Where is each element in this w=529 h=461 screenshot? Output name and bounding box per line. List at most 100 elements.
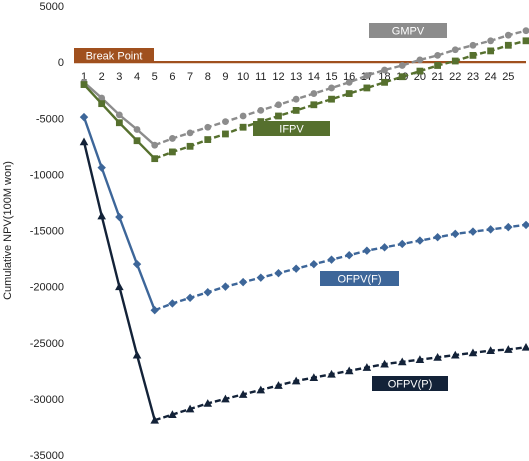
data-point [433, 353, 442, 361]
data-point [397, 357, 407, 366]
data-point [221, 282, 230, 291]
x-tick-label: 12 [272, 71, 284, 83]
series-line-dashed [154, 39, 527, 160]
data-point [451, 46, 459, 54]
x-tick-label: 10 [237, 71, 249, 83]
data-point [486, 225, 495, 234]
data-point [468, 348, 478, 357]
series-line-dashed [154, 346, 527, 422]
data-point [451, 229, 460, 239]
x-tick-label: 5 [152, 71, 158, 83]
data-point [79, 137, 89, 146]
data-point [381, 78, 388, 86]
data-point [151, 155, 159, 163]
data-point [416, 67, 424, 75]
label-text: GMPV [392, 26, 425, 38]
data-point [381, 66, 388, 74]
data-point [132, 259, 142, 269]
data-point [80, 81, 88, 88]
data-point [274, 381, 283, 389]
data-point [168, 410, 177, 419]
data-point [115, 282, 124, 291]
data-point [239, 123, 247, 131]
data-point [238, 277, 248, 287]
data-point [416, 56, 424, 64]
label-box [372, 376, 448, 391]
data-point [79, 112, 89, 122]
y-tick-label: 0 [58, 57, 64, 69]
data-point [257, 106, 265, 114]
y-tick-label: -10000 [30, 169, 64, 181]
data-point [185, 404, 195, 413]
data-point [133, 126, 141, 133]
data-point [469, 51, 477, 59]
x-tick-label: 4 [134, 71, 140, 83]
x-tick-label: 22 [449, 71, 461, 83]
data-point [98, 94, 106, 102]
data-point [169, 135, 176, 142]
data-point [504, 41, 512, 49]
data-point [222, 118, 229, 126]
data-point [115, 212, 124, 222]
data-point [398, 73, 406, 81]
data-point [415, 236, 425, 245]
x-tick-label: 21 [431, 71, 443, 83]
data-point [309, 373, 319, 381]
data-point [168, 299, 177, 308]
data-point [328, 95, 335, 103]
data-point [151, 141, 159, 149]
y-tick-label: -5000 [36, 113, 64, 125]
data-point [310, 90, 318, 97]
data-point [380, 359, 389, 368]
data-point [292, 106, 300, 114]
y-tick-label: -30000 [30, 394, 64, 406]
data-point [310, 101, 318, 109]
data-point [362, 246, 372, 255]
data-point [398, 62, 406, 69]
data-point [274, 268, 283, 278]
data-point [487, 37, 495, 45]
x-tick-label: 15 [325, 71, 337, 83]
data-point [239, 112, 247, 120]
y-tick-label: -20000 [30, 282, 64, 294]
data-point [185, 293, 195, 303]
data-point [345, 90, 353, 97]
data-point [221, 394, 230, 403]
label-text: IFPV [279, 124, 304, 136]
y-tick-label: -35000 [30, 450, 64, 461]
data-point [344, 366, 354, 375]
series-layer [79, 27, 529, 424]
data-point [292, 95, 300, 103]
x-tick-label: 13 [290, 71, 302, 83]
label-text: OFPV(P) [388, 379, 433, 391]
data-point [504, 222, 513, 232]
y-axis-ticks: 5000 0 -5000 -10000 -15000 -20000 -25000 -30000… [30, 1, 64, 461]
data-point [345, 78, 353, 86]
data-point [97, 163, 106, 172]
data-point [433, 233, 442, 242]
data-point [275, 112, 282, 120]
data-point [275, 101, 282, 109]
data-point [522, 37, 529, 45]
data-point [203, 288, 212, 297]
series-ofpv-f [79, 112, 529, 315]
label-box [74, 48, 154, 63]
data-point [380, 243, 389, 252]
data-point [186, 129, 194, 137]
data-point [450, 350, 460, 359]
x-axis-ticks: 1234567891011121314151617181920212223242… [81, 71, 515, 83]
series-labels: GMPV IFPV OFPV(F) OFPV(P) Break Point [74, 23, 448, 391]
data-point [309, 259, 319, 269]
data-point [415, 355, 425, 364]
data-point [504, 31, 512, 39]
data-point [468, 227, 478, 236]
data-point [238, 390, 248, 398]
data-point [363, 84, 371, 92]
x-tick-label: 8 [205, 71, 211, 83]
data-point [98, 100, 106, 108]
series-label: GMPV [369, 23, 447, 38]
data-point [521, 342, 529, 351]
y-tick-label: -15000 [30, 226, 64, 238]
data-point [222, 130, 229, 138]
data-point [522, 27, 529, 35]
